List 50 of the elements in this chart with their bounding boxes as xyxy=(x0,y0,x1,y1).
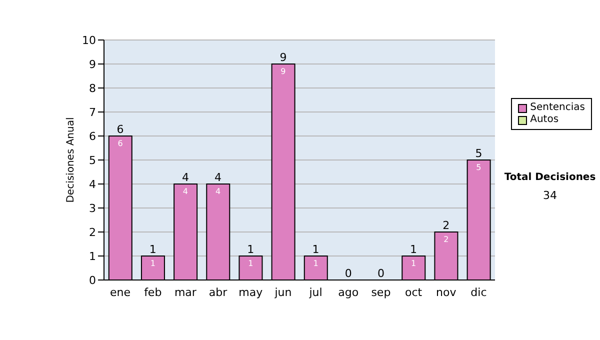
total-label: 1 xyxy=(312,243,320,256)
total-label: 1 xyxy=(410,243,418,256)
y-tick-label: 10 xyxy=(82,34,96,47)
data-label: 1 xyxy=(410,259,416,268)
text: Total Decisiones xyxy=(503,172,597,183)
data-label: 6 xyxy=(118,139,123,148)
total-label: 9 xyxy=(280,51,287,64)
total-label: 1 xyxy=(149,243,156,256)
y-tick-label: 7 xyxy=(89,106,96,119)
x-tick-label: abr xyxy=(208,286,228,299)
y-tick-label: 8 xyxy=(89,82,96,95)
x-tick-label: ene xyxy=(110,286,131,299)
text: 34 xyxy=(542,189,558,202)
data-label: 1 xyxy=(150,259,156,268)
total-label: 0 xyxy=(377,267,384,280)
total-label: 4 xyxy=(214,171,222,184)
data-label: 5 xyxy=(476,163,482,172)
total-label: 6 xyxy=(116,123,124,136)
data-label: 1 xyxy=(248,259,254,268)
total-label: 0 xyxy=(344,267,352,280)
y-tick-label: 5 xyxy=(89,154,96,167)
data-label: 4 xyxy=(182,187,188,196)
x-tick-label: feb xyxy=(144,286,162,299)
y-tick-label: 3 xyxy=(89,202,96,215)
y-tick-label: 1 xyxy=(89,250,96,263)
x-tick-label: jun xyxy=(274,286,292,299)
total-label: 4 xyxy=(182,171,189,184)
y-tick-label: 0 xyxy=(89,274,96,287)
legend-label: Sentencias xyxy=(530,102,585,114)
x-tick-label: dic xyxy=(470,286,487,299)
x-tick-label: mar xyxy=(174,286,197,299)
x-tick-label: may xyxy=(238,286,264,299)
y-tick-label: 9 xyxy=(89,58,96,71)
legend-label: Autos xyxy=(530,114,559,126)
x-tick-label: sep xyxy=(371,286,391,299)
data-label: 2 xyxy=(444,235,449,244)
y-axis-title: Decisiones Anual xyxy=(66,117,77,203)
total-label: 2 xyxy=(442,219,450,232)
data-label: 9 xyxy=(280,67,286,76)
x-tick-label: jul xyxy=(308,286,322,299)
x-tick-label: oct xyxy=(404,286,423,299)
data-label: 4 xyxy=(215,187,221,196)
total-label: 5 xyxy=(475,147,482,160)
y-tick-label: 6 xyxy=(89,130,96,143)
y-tick-label: 2 xyxy=(89,226,96,239)
data-label: 1 xyxy=(313,259,318,268)
total-label: 1 xyxy=(247,243,254,256)
x-tick-label: nov xyxy=(436,286,457,299)
y-tick-label: 4 xyxy=(89,178,96,191)
x-tick-label: ago xyxy=(338,286,359,299)
